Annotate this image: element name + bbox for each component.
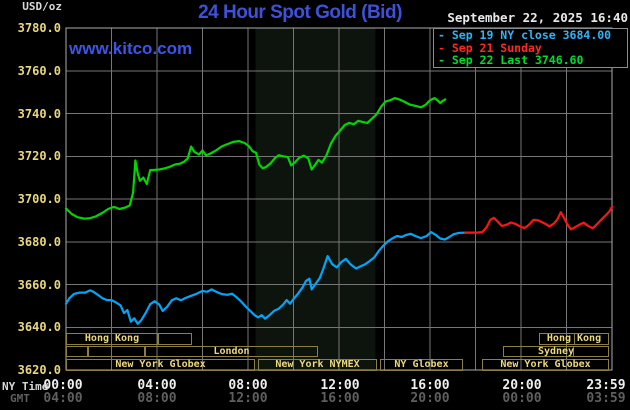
- session-box-divider: [574, 334, 575, 344]
- price-line: [64, 231, 468, 325]
- legend-item: - Sep 22 Last 3746.60: [438, 53, 584, 67]
- page-title: 24 Hour Spot Gold (Bid): [198, 2, 402, 23]
- session-box-sydney: Sydney: [503, 346, 609, 357]
- session-box-divider: [573, 347, 574, 356]
- x-axis-gmt-tick-label: 12:00: [228, 391, 268, 406]
- session-box-label: Hong Kong: [546, 333, 602, 344]
- session-box-label: New York NYMEX: [275, 359, 360, 370]
- y-axis-tick-label: 3740.0: [17, 107, 61, 121]
- session-box-ny-globex: NY Globex: [380, 359, 463, 371]
- session-box-hong-kong: Hong Kong: [66, 333, 158, 345]
- x-axis-ny-tick-label: 00:00: [43, 378, 83, 393]
- x-axis-gmt-tick-label: 03:59: [586, 391, 626, 406]
- session-box-new-york-globex: New York Globex: [482, 359, 609, 371]
- price-line: [464, 205, 614, 234]
- legend-box: - Sep 19 NY close 3684.00- Sep 21 Sunday…: [433, 28, 628, 68]
- x-axis-ny-tick-label: 04:00: [137, 378, 177, 393]
- session-box-label: Sydney: [537, 346, 575, 357]
- session-box-label: Hong Kong: [84, 333, 140, 344]
- x-axis-ny-tick-label: 08:00: [228, 378, 268, 393]
- session-box-london: London: [145, 346, 318, 357]
- x-axis-ny-tick-label: 20:00: [502, 378, 542, 393]
- session-box-label: New York Globex: [115, 359, 206, 370]
- y-axis-tick-label: 3700.0: [17, 192, 61, 206]
- x-axis-ny-tick-label: 23:59: [586, 378, 626, 393]
- y-axis-tick-label: 3660.0: [17, 278, 61, 292]
- unit-label: USD/oz: [22, 0, 62, 13]
- session-box-hong-kong: Hong Kong: [539, 333, 609, 345]
- session-box-new-york-nymex: New York NYMEX: [258, 359, 377, 371]
- session-box-label: London: [213, 346, 250, 357]
- y-axis-tick-label: 3680.0: [17, 235, 61, 249]
- legend-item: - Sep 19 NY close 3684.00: [438, 28, 612, 42]
- x-axis-gmt-tick-label: 16:00: [320, 391, 360, 406]
- session-box: [66, 346, 88, 357]
- x-axis-ny-tick-label: 16:00: [410, 378, 450, 393]
- datetime-label: September 22, 2025 16:40: [447, 10, 628, 25]
- x-axis-gmt-tick-label: 00:00: [502, 391, 542, 406]
- y-axis-tick-label: 3760.0: [17, 64, 61, 78]
- x-axis-gmt-tick-label: 20:00: [410, 391, 450, 406]
- kitco-watermark-link[interactable]: www.kitco.com: [69, 39, 193, 58]
- y-axis-tick-label: 3620.0: [17, 363, 61, 377]
- session-box: [158, 333, 192, 345]
- ny-time-row-title: NY Time: [2, 380, 49, 393]
- y-axis-tick-label: 3720.0: [17, 149, 61, 163]
- y-axis-tick-label: 3640.0: [17, 320, 61, 334]
- gmt-row-title: GMT: [10, 392, 30, 405]
- session-box-label: New York Globex: [500, 359, 591, 370]
- x-axis-ny-tick-label: 12:00: [320, 378, 360, 393]
- session-box-new-york-globex: New York Globex: [66, 359, 255, 371]
- y-axis-tick-label: 3780.0: [17, 21, 61, 35]
- session-box-label: NY Globex: [394, 359, 449, 370]
- x-axis-gmt-tick-label: 04:00: [43, 391, 83, 406]
- price-line: [64, 96, 447, 220]
- legend-item: - Sep 21 Sunday: [438, 40, 542, 55]
- x-axis-gmt-tick-label: 08:00: [137, 391, 177, 406]
- session-box: [88, 346, 145, 357]
